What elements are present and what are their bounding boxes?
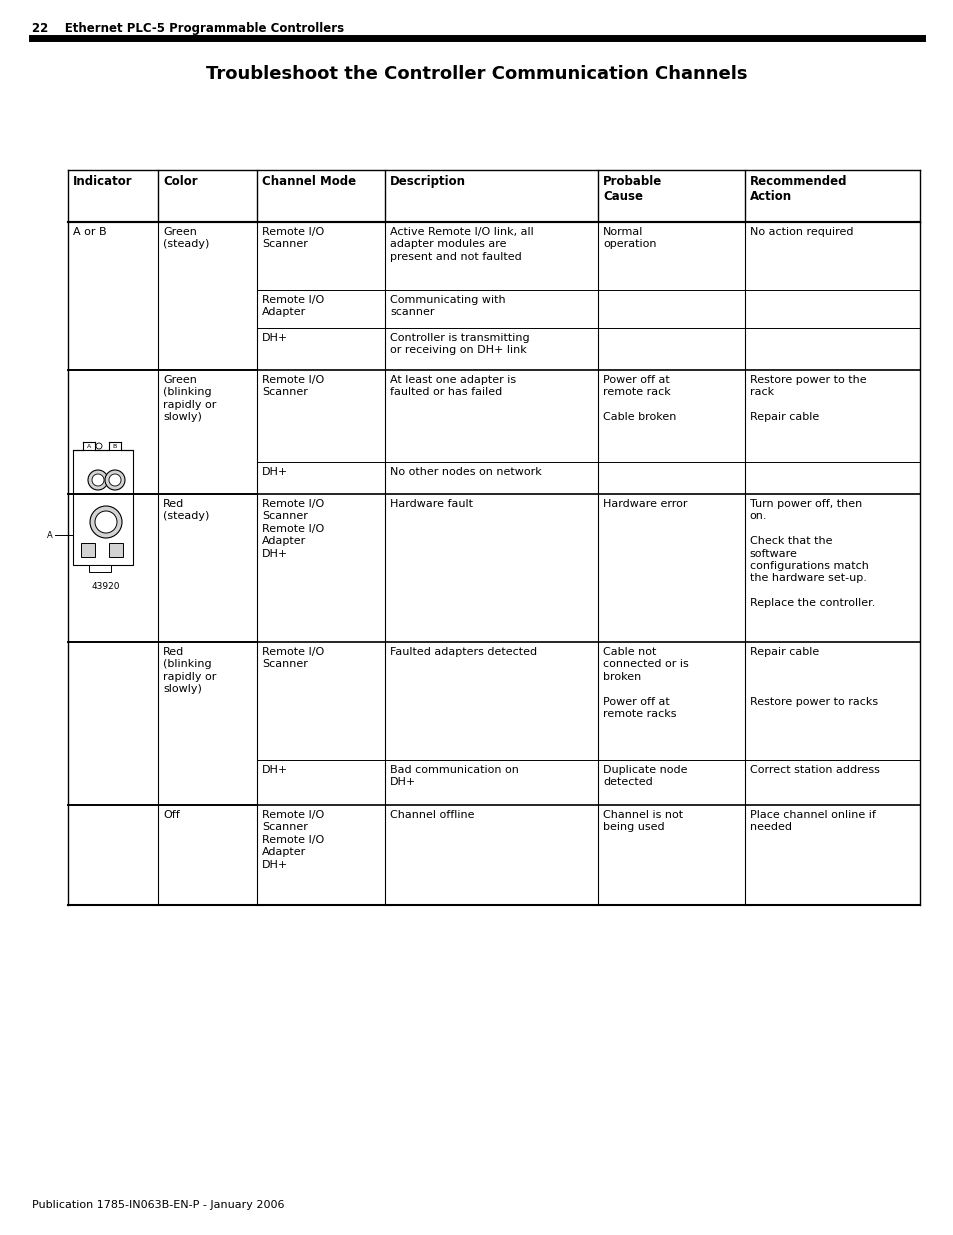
Text: Remote I/O
Scanner
Remote I/O
Adapter
DH+: Remote I/O Scanner Remote I/O Adapter DH… <box>262 810 324 869</box>
Text: DH+: DH+ <box>262 467 288 477</box>
Text: Duplicate node
detected: Duplicate node detected <box>602 764 687 788</box>
Text: Controller is transmitting
or receiving on DH+ link: Controller is transmitting or receiving … <box>390 333 529 356</box>
Text: Remote I/O
Adapter: Remote I/O Adapter <box>262 295 324 317</box>
Text: Turn power off, then
on.

Check that the
software
configurations match
the hardw: Turn power off, then on. Check that the … <box>749 499 874 608</box>
Text: Green
(steady): Green (steady) <box>163 227 209 249</box>
Circle shape <box>96 443 102 450</box>
Text: Repair cable



Restore power to racks: Repair cable Restore power to racks <box>749 647 877 706</box>
Bar <box>81 543 95 557</box>
Text: Channel Mode: Channel Mode <box>262 175 356 188</box>
Text: Restore power to the
rack

Repair cable: Restore power to the rack Repair cable <box>749 375 865 422</box>
Text: 22    Ethernet PLC-5 Programmable Controllers: 22 Ethernet PLC-5 Programmable Controlle… <box>32 22 344 35</box>
Text: Hardware fault: Hardware fault <box>390 499 473 509</box>
Text: Color: Color <box>163 175 197 188</box>
Text: DH+: DH+ <box>262 764 288 776</box>
Text: Recommended
Action: Recommended Action <box>749 175 846 203</box>
Text: Remote I/O
Scanner: Remote I/O Scanner <box>262 647 324 669</box>
Text: DH+: DH+ <box>262 333 288 343</box>
Text: Place channel online if
needed: Place channel online if needed <box>749 810 875 832</box>
Text: 43920: 43920 <box>91 582 120 592</box>
Text: Green
(blinking
rapidly or
slowly): Green (blinking rapidly or slowly) <box>163 375 216 422</box>
Text: Communicating with
scanner: Communicating with scanner <box>390 295 505 317</box>
Text: Remote I/O
Scanner
Remote I/O
Adapter
DH+: Remote I/O Scanner Remote I/O Adapter DH… <box>262 499 324 558</box>
Text: Probable
Cause: Probable Cause <box>602 175 661 203</box>
Text: Hardware error: Hardware error <box>602 499 687 509</box>
Text: Channel offline: Channel offline <box>390 810 475 820</box>
Text: Remote I/O
Scanner: Remote I/O Scanner <box>262 227 324 249</box>
Text: Cable not
connected or is
broken

Power off at
remote racks: Cable not connected or is broken Power o… <box>602 647 688 719</box>
Text: Normal
operation: Normal operation <box>602 227 656 249</box>
Text: Remote I/O
Scanner: Remote I/O Scanner <box>262 375 324 398</box>
Text: Description: Description <box>390 175 466 188</box>
Text: Channel is not
being used: Channel is not being used <box>602 810 682 832</box>
Text: Off: Off <box>163 810 179 820</box>
Bar <box>73 450 132 564</box>
Text: No action required: No action required <box>749 227 853 237</box>
Text: A or B: A or B <box>73 227 107 237</box>
Text: B: B <box>112 443 117 448</box>
Bar <box>89 564 111 572</box>
Circle shape <box>91 474 104 487</box>
Circle shape <box>90 506 122 538</box>
Text: Red
(blinking
rapidly or
slowly): Red (blinking rapidly or slowly) <box>163 647 216 694</box>
Text: A: A <box>87 443 91 448</box>
Text: Active Remote I/O link, all
adapter modules are
present and not faulted: Active Remote I/O link, all adapter modu… <box>390 227 534 262</box>
Text: A: A <box>48 531 53 540</box>
Text: No other nodes on network: No other nodes on network <box>390 467 541 477</box>
Text: Correct station address: Correct station address <box>749 764 879 776</box>
Circle shape <box>109 474 121 487</box>
Text: Red
(steady): Red (steady) <box>163 499 209 521</box>
Text: Faulted adapters detected: Faulted adapters detected <box>390 647 537 657</box>
Text: Publication 1785-IN063B-EN-P - January 2006: Publication 1785-IN063B-EN-P - January 2… <box>32 1200 284 1210</box>
Text: Power off at
remote rack

Cable broken: Power off at remote rack Cable broken <box>602 375 676 422</box>
Circle shape <box>95 511 117 534</box>
Text: At least one adapter is
faulted or has failed: At least one adapter is faulted or has f… <box>390 375 516 398</box>
Text: Indicator: Indicator <box>73 175 132 188</box>
Circle shape <box>105 471 125 490</box>
Circle shape <box>88 471 108 490</box>
Bar <box>109 543 123 557</box>
Text: Bad communication on
DH+: Bad communication on DH+ <box>390 764 518 788</box>
Text: Troubleshoot the Controller Communication Channels: Troubleshoot the Controller Communicatio… <box>206 65 747 83</box>
